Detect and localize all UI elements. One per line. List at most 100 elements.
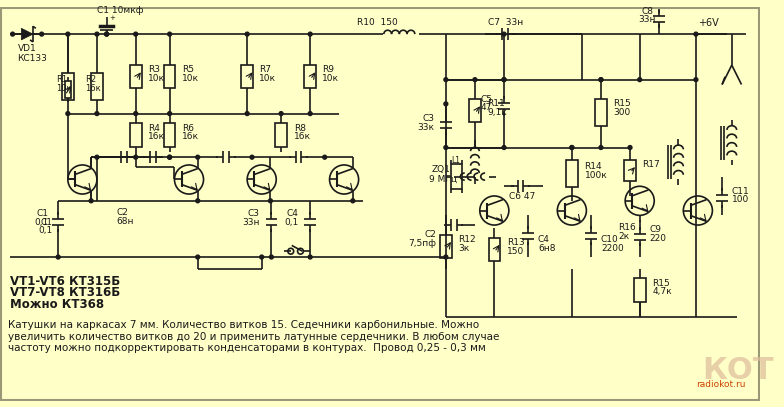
Text: 10к: 10к: [259, 74, 276, 83]
Circle shape: [89, 199, 93, 203]
Text: 10к: 10к: [56, 84, 72, 93]
Text: R13: R13: [507, 238, 524, 247]
Circle shape: [260, 255, 263, 259]
Text: 10к: 10к: [148, 74, 165, 83]
Circle shape: [637, 78, 641, 81]
Text: C6 47: C6 47: [509, 193, 535, 201]
Text: radiokot.ru: radiokot.ru: [696, 381, 746, 389]
Text: 0,1: 0,1: [34, 218, 49, 227]
Text: 100: 100: [731, 195, 749, 204]
Bar: [624, 160, 636, 182]
Circle shape: [323, 155, 327, 159]
Text: 150: 150: [507, 247, 524, 256]
Bar: [130, 123, 141, 147]
Text: VT1-VT6 КТ315Б: VT1-VT6 КТ315Б: [9, 275, 120, 288]
Text: C2: C2: [424, 230, 436, 239]
Text: 220: 220: [649, 234, 666, 243]
Text: C10: C10: [601, 235, 619, 244]
Text: C1: C1: [37, 209, 49, 218]
Text: C5: C5: [481, 94, 492, 103]
Text: L1: L1: [452, 155, 460, 164]
Text: 2200: 2200: [601, 244, 624, 253]
Text: R12: R12: [459, 235, 476, 244]
Text: Можно КТ368: Можно КТ368: [9, 298, 103, 311]
Circle shape: [40, 32, 44, 36]
Circle shape: [308, 112, 312, 116]
Circle shape: [168, 155, 172, 159]
Text: КС133: КС133: [17, 54, 47, 63]
Text: R10  150: R10 150: [357, 18, 397, 27]
Text: 10к: 10к: [321, 74, 339, 83]
Text: 3к: 3к: [459, 244, 470, 253]
Polygon shape: [21, 28, 33, 40]
Text: 47: 47: [481, 103, 492, 112]
Circle shape: [134, 155, 138, 159]
Text: R5: R5: [182, 66, 194, 74]
Text: 68н: 68н: [116, 217, 134, 225]
Circle shape: [66, 112, 70, 116]
Text: 33н: 33н: [242, 218, 260, 227]
Circle shape: [196, 155, 200, 159]
Circle shape: [196, 255, 200, 259]
Text: R2: R2: [85, 75, 96, 84]
Circle shape: [245, 32, 249, 36]
Text: 16к: 16к: [182, 132, 199, 141]
Circle shape: [444, 255, 448, 259]
Text: 7,5пф: 7,5пф: [408, 239, 436, 248]
Circle shape: [570, 146, 574, 149]
Circle shape: [694, 78, 698, 81]
Circle shape: [134, 112, 138, 116]
Circle shape: [308, 32, 312, 36]
Circle shape: [599, 146, 603, 149]
Text: 16к: 16к: [148, 132, 165, 141]
Text: 33к: 33к: [417, 123, 434, 131]
Circle shape: [245, 112, 249, 116]
Text: R3: R3: [148, 66, 160, 74]
Text: R6: R6: [182, 124, 194, 133]
Text: VD1: VD1: [17, 44, 36, 53]
Text: R14: R14: [584, 162, 602, 171]
Text: 6н8: 6н8: [538, 244, 555, 253]
Text: 9,1к: 9,1к: [488, 108, 507, 117]
Text: R15: R15: [652, 279, 670, 288]
Text: 16к: 16к: [85, 84, 101, 93]
Circle shape: [168, 155, 172, 159]
Circle shape: [11, 32, 15, 36]
Circle shape: [134, 32, 138, 36]
Text: R17: R17: [643, 160, 660, 169]
Text: C1 10мкф: C1 10мкф: [97, 7, 143, 15]
Text: C3: C3: [248, 209, 260, 218]
Text: 10к: 10к: [182, 74, 199, 83]
Text: C7  33н: C7 33н: [488, 18, 523, 27]
Text: 4,7к: 4,7к: [652, 287, 672, 296]
Circle shape: [95, 32, 99, 36]
Bar: [275, 123, 287, 147]
Bar: [634, 278, 645, 302]
Text: 33н: 33н: [639, 15, 656, 24]
Text: C11: C11: [731, 187, 750, 196]
Text: R8: R8: [294, 124, 306, 133]
Circle shape: [66, 32, 70, 36]
Text: R7: R7: [259, 66, 270, 74]
Bar: [469, 99, 481, 123]
Circle shape: [250, 155, 254, 159]
Text: R11: R11: [488, 99, 505, 108]
Text: +: +: [110, 15, 115, 21]
Bar: [62, 73, 74, 100]
Circle shape: [444, 78, 448, 81]
Text: R9: R9: [321, 66, 334, 74]
Circle shape: [502, 78, 506, 81]
Bar: [241, 65, 253, 88]
Bar: [440, 235, 452, 258]
Text: 100к: 100к: [584, 171, 607, 180]
Text: VT7-VT8 КТ316Б: VT7-VT8 КТ316Б: [9, 287, 120, 300]
Text: C3: C3: [423, 114, 434, 123]
Circle shape: [599, 78, 603, 81]
Circle shape: [56, 255, 60, 259]
Text: 300: 300: [614, 108, 631, 117]
Text: C8: C8: [641, 7, 653, 16]
Bar: [65, 81, 71, 98]
Circle shape: [105, 32, 108, 36]
Bar: [130, 65, 141, 88]
Circle shape: [599, 78, 603, 81]
